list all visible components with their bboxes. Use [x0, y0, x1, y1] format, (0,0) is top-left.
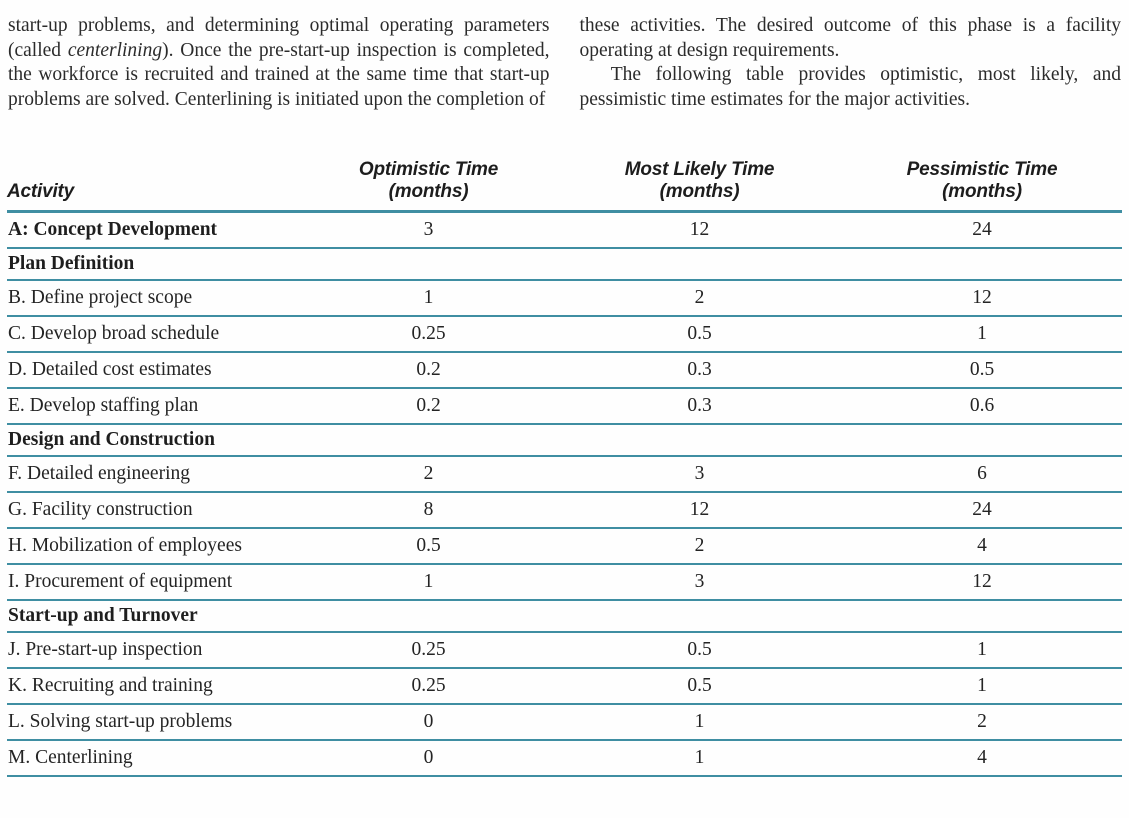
- optimistic-value-cell: 0.25: [411, 674, 446, 696]
- optimistic-value-cell: 8: [423, 498, 434, 520]
- most-likely-value-cell: 2: [694, 286, 705, 308]
- activity-cell: F. Detailed engineering: [8, 462, 191, 484]
- optimistic-value-cell: 0: [423, 746, 434, 768]
- optimistic-value-cell: 0: [423, 710, 434, 732]
- optimistic-value-cell: 0.2: [416, 358, 441, 380]
- activity-cell: Design and Construction: [8, 428, 215, 450]
- table-row: A: Concept Development 3 12 24: [7, 213, 1122, 249]
- most-likely-value-cell: 0.3: [687, 394, 712, 416]
- activity-cell: Plan Definition: [8, 252, 135, 274]
- table-row: I. Procurement of equipment 1 3 12: [7, 565, 1122, 601]
- activity-cell: J. Pre-start-up inspection: [8, 638, 203, 660]
- activity-cell: E. Develop staffing plan: [8, 394, 199, 416]
- column-header-activity: Activity: [7, 180, 75, 202]
- optimistic-value-cell: 1: [423, 570, 434, 592]
- column-header-optimistic-title: Optimistic Time: [358, 159, 499, 181]
- left-paragraph: start-up problems, and determining optim…: [8, 14, 550, 112]
- pessimistic-value-cell: 4: [977, 534, 987, 556]
- column-header-pessimistic: Pessimistic Time (months): [842, 159, 1122, 202]
- italic-term: centerlining: [67, 39, 163, 61]
- column-header-pessimistic-unit: (months): [942, 180, 1022, 202]
- table-row: K. Recruiting and training 0.25 0.5 1: [7, 669, 1122, 705]
- section-header-row: Start-up and Turnover: [7, 601, 1122, 633]
- most-likely-value-cell: 1: [694, 746, 705, 768]
- pessimistic-value-cell: 0.5: [969, 358, 995, 380]
- left-paragraph-text-cont: ). Once the pre-start-up inspection is c…: [8, 39, 550, 110]
- table-row: J. Pre-start-up inspection 0.25 0.5 1: [7, 633, 1122, 669]
- activity-cell: I. Procurement of equipment: [8, 570, 233, 592]
- table-row: E. Develop staffing plan 0.2 0.3 0.6: [7, 389, 1122, 425]
- optimistic-value-cell: 2: [423, 462, 434, 484]
- optimistic-value-cell: 0.25: [411, 322, 446, 344]
- section-header-row: Plan Definition: [7, 249, 1122, 281]
- activity-cell: M. Centerlining: [8, 746, 133, 768]
- most-likely-value-cell: 0.3: [687, 358, 712, 380]
- pessimistic-value-cell: 12: [972, 570, 992, 592]
- optimistic-value-cell: 0.2: [416, 394, 441, 416]
- most-likely-value-cell: 0.5: [687, 322, 712, 344]
- optimistic-value-cell: 1: [423, 286, 434, 308]
- activity-cell: B. Define project scope: [8, 286, 193, 308]
- activity-cell: G. Facility construction: [8, 498, 193, 520]
- pessimistic-value-cell: 1: [977, 322, 987, 344]
- table-header-row: Activity Optimistic Time (months) Most L…: [7, 159, 1122, 213]
- most-likely-value-cell: 0.5: [687, 674, 712, 696]
- table-row: F. Detailed engineering 2 3 6: [7, 457, 1122, 493]
- pessimistic-value-cell: 6: [977, 462, 987, 484]
- activity-cell: L. Solving start-up problems: [8, 710, 233, 732]
- section-header-row: Design and Construction: [7, 425, 1122, 457]
- right-text-column: these activities. The desired outcome of…: [580, 14, 1122, 112]
- activity-cell: C. Develop broad schedule: [8, 322, 220, 344]
- table-row: D. Detailed cost estimates 0.2 0.3 0.5: [7, 353, 1122, 389]
- table-row: L. Solving start-up problems 0 1 2: [7, 705, 1122, 741]
- column-header-optimistic: Optimistic Time (months): [300, 159, 557, 202]
- column-header-optimistic-unit: (months): [388, 180, 469, 202]
- most-likely-value-cell: 3: [694, 570, 705, 592]
- left-text-column: start-up problems, and determining optim…: [8, 14, 550, 112]
- most-likely-value-cell: 12: [689, 498, 710, 520]
- activity-cell: A: Concept Development: [8, 218, 218, 240]
- pessimistic-value-cell: 2: [977, 710, 987, 732]
- most-likely-value-cell: 1: [694, 710, 705, 732]
- pessimistic-value-cell: 0.6: [969, 394, 995, 416]
- right-paragraph-1: these activities. The desired outcome of…: [579, 15, 1122, 61]
- activity-cell: H. Mobilization of employees: [8, 534, 242, 556]
- optimistic-value-cell: 3: [423, 218, 434, 240]
- time-estimates-table: Activity Optimistic Time (months) Most L…: [7, 159, 1122, 777]
- left-paragraph-text: start-up problems, and determining optim…: [8, 15, 550, 61]
- most-likely-value-cell: 12: [689, 218, 710, 240]
- optimistic-value-cell: 0.25: [411, 638, 446, 660]
- table-row: B. Define project scope 1 2 12: [7, 281, 1122, 317]
- table-body: A: Concept Development 3 12 24 Plan Defi…: [7, 213, 1122, 777]
- pessimistic-value-cell: 24: [972, 498, 992, 520]
- table-row: G. Facility construction 8 12 24: [7, 493, 1122, 529]
- column-header-most-likely: Most Likely Time (months): [557, 159, 842, 202]
- pessimistic-value-cell: 1: [977, 638, 987, 660]
- optimistic-value-cell: 0.5: [416, 534, 441, 556]
- right-paragraph-2: The following table provides optimistic,…: [579, 64, 1122, 110]
- column-header-most-likely-title: Most Likely Time: [624, 159, 775, 181]
- pessimistic-value-cell: 4: [977, 746, 987, 768]
- activity-cell: Start-up and Turnover: [8, 604, 198, 626]
- table-row: M. Centerlining 0 1 4: [7, 741, 1122, 777]
- activity-cell: D. Detailed cost estimates: [8, 358, 212, 380]
- table-row: H. Mobilization of employees 0.5 2 4: [7, 529, 1122, 565]
- most-likely-value-cell: 3: [694, 462, 705, 484]
- pessimistic-value-cell: 24: [972, 218, 992, 240]
- intro-text: start-up problems, and determining optim…: [0, 0, 1129, 112]
- column-header-most-likely-unit: (months): [659, 180, 740, 202]
- activity-cell: K. Recruiting and training: [8, 674, 213, 696]
- table-row: C. Develop broad schedule 0.25 0.5 1: [7, 317, 1122, 353]
- pessimistic-value-cell: 12: [972, 286, 992, 308]
- most-likely-value-cell: 0.5: [687, 638, 712, 660]
- most-likely-value-cell: 2: [694, 534, 705, 556]
- pessimistic-value-cell: 1: [977, 674, 987, 696]
- column-header-pessimistic-title: Pessimistic Time: [906, 159, 1058, 181]
